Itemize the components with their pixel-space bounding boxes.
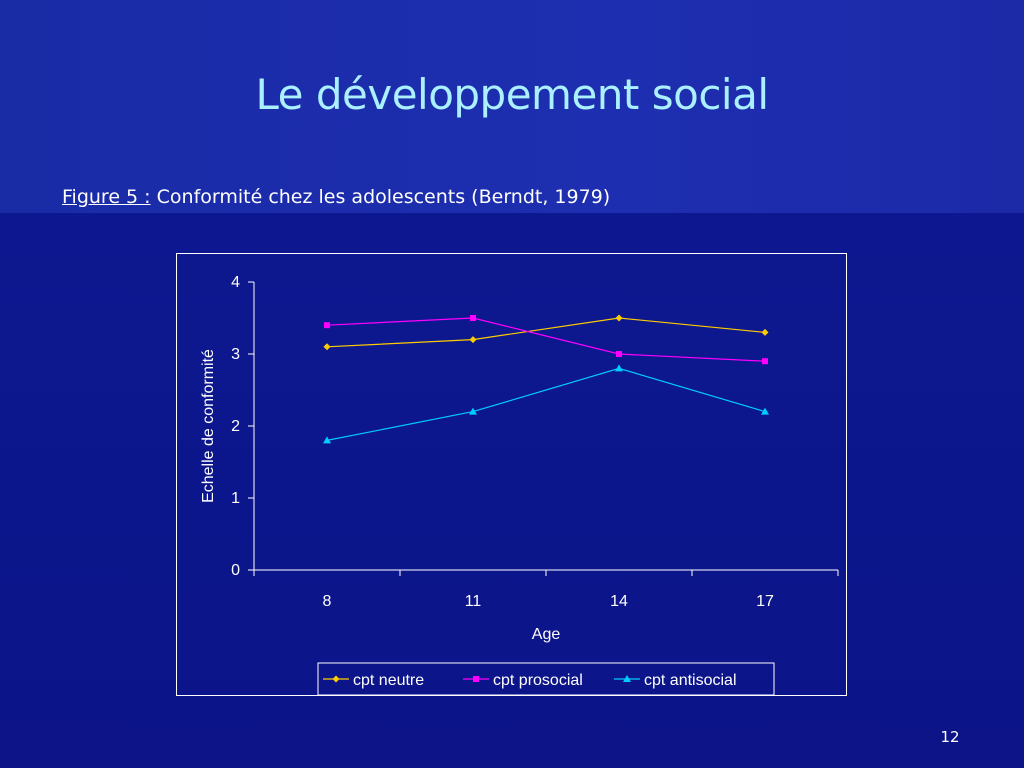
series-line [326, 367, 766, 441]
legend-frame [317, 662, 775, 696]
legend-marker [473, 676, 479, 682]
slide-header-band [0, 0, 1024, 213]
x-tick-label: 14 [610, 593, 628, 610]
data-point [470, 315, 476, 321]
legend-item: cpt neutre [323, 672, 424, 689]
y-tick-label: 3 [231, 346, 240, 363]
data-point [761, 407, 769, 415]
slide-title: Le développement social [255, 70, 769, 119]
figure-label: Figure 5 : [62, 186, 151, 208]
legend-label: cpt antisocial [644, 672, 737, 689]
figure-caption: Figure 5 : Conformité chez les adolescen… [62, 186, 610, 208]
series-cpt-prosocial [324, 315, 768, 365]
y-axis-title: Echelle de conformité [200, 349, 217, 503]
data-point [762, 358, 768, 365]
legend: cpt neutre cpt prosocial cpt antisocial [317, 662, 775, 696]
data-point [616, 351, 622, 357]
chart-frame: 0 1 2 3 4 8 11 14 17 Age Echelle de conformité cpt … [176, 253, 847, 696]
y-tick-label: 4 [231, 274, 240, 291]
page-number: 12 [940, 728, 960, 746]
x-tick-label: 8 [323, 593, 332, 610]
legend-marker [332, 675, 340, 683]
data-point [469, 407, 477, 415]
data-point [615, 364, 623, 372]
series-line [326, 317, 766, 362]
data-point [615, 314, 623, 322]
x-tick-label: 11 [465, 593, 482, 610]
data-point [324, 322, 330, 329]
legend-marker [623, 675, 631, 682]
data-point [761, 328, 769, 336]
y-tick-label: 1 [231, 490, 240, 507]
legend-item: cpt prosocial [463, 672, 583, 689]
x-tick-label: 17 [756, 593, 774, 610]
data-point [323, 343, 331, 351]
figure-caption-text: Conformité chez les adolescents (Berndt,… [150, 186, 611, 208]
y-tick-label: 0 [231, 562, 240, 579]
legend-label: cpt neutre [353, 672, 424, 689]
series-line [326, 317, 766, 348]
data-point [469, 336, 477, 344]
series-cpt-neutre [323, 314, 769, 351]
line-chart: 0 1 2 3 4 8 11 14 17 Age Echelle de conformité cpt … [200, 274, 839, 696]
legend-item: cpt antisocial [614, 672, 737, 689]
y-tick-label: 2 [231, 418, 240, 435]
series-cpt-antisocial [323, 364, 769, 444]
legend-label: cpt prosocial [493, 672, 583, 689]
x-axis-title: Age [532, 626, 561, 643]
data-point [323, 436, 331, 444]
